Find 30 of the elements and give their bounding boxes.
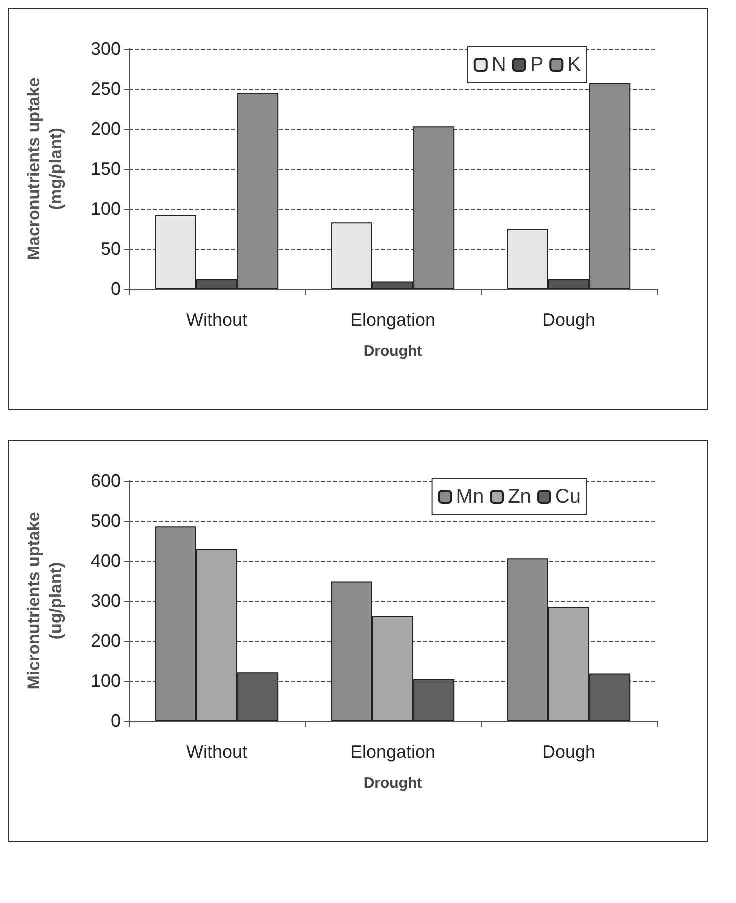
y-tick-label: 200 <box>90 119 121 139</box>
y-tick-label: 250 <box>90 79 121 99</box>
y-tick-label: 300 <box>90 39 121 59</box>
legend-label: Cu <box>555 486 582 508</box>
legend-label: K <box>568 54 582 76</box>
x-tick-label: Dough <box>542 742 596 762</box>
x-tick-label: Elongation <box>350 310 436 330</box>
y-tick-label: 100 <box>90 199 121 219</box>
legend-label: Zn <box>508 486 532 508</box>
x-tick-label: Elongation <box>350 742 436 762</box>
y-tick-label: 50 <box>100 239 121 259</box>
x-tick-label: Dough <box>542 310 596 330</box>
legend-label: N <box>492 54 506 76</box>
y-tick-label: 200 <box>90 631 121 651</box>
y-tick-label: 100 <box>90 671 121 691</box>
x-axis-title: Drought <box>364 343 422 360</box>
y-tick-label: 0 <box>110 279 121 299</box>
x-tick-label: Without <box>186 310 248 330</box>
y-tick-label: 300 <box>90 591 121 611</box>
legend-label: P <box>530 54 544 76</box>
y-tick-label: 150 <box>90 159 121 179</box>
y-tick-label: 500 <box>90 511 121 531</box>
x-axis-title: Drought <box>364 775 422 792</box>
x-tick-label: Without <box>186 742 248 762</box>
y-tick-label: 0 <box>110 711 121 731</box>
legend-label: Mn <box>456 486 484 508</box>
y-axis-title: Macronutrients uptake (mg/plant) <box>24 78 66 260</box>
y-axis-title: Micronutrients uptake (ug/plant) <box>24 512 66 690</box>
y-tick-label: 600 <box>90 471 121 491</box>
y-tick-label: 400 <box>90 551 121 571</box>
